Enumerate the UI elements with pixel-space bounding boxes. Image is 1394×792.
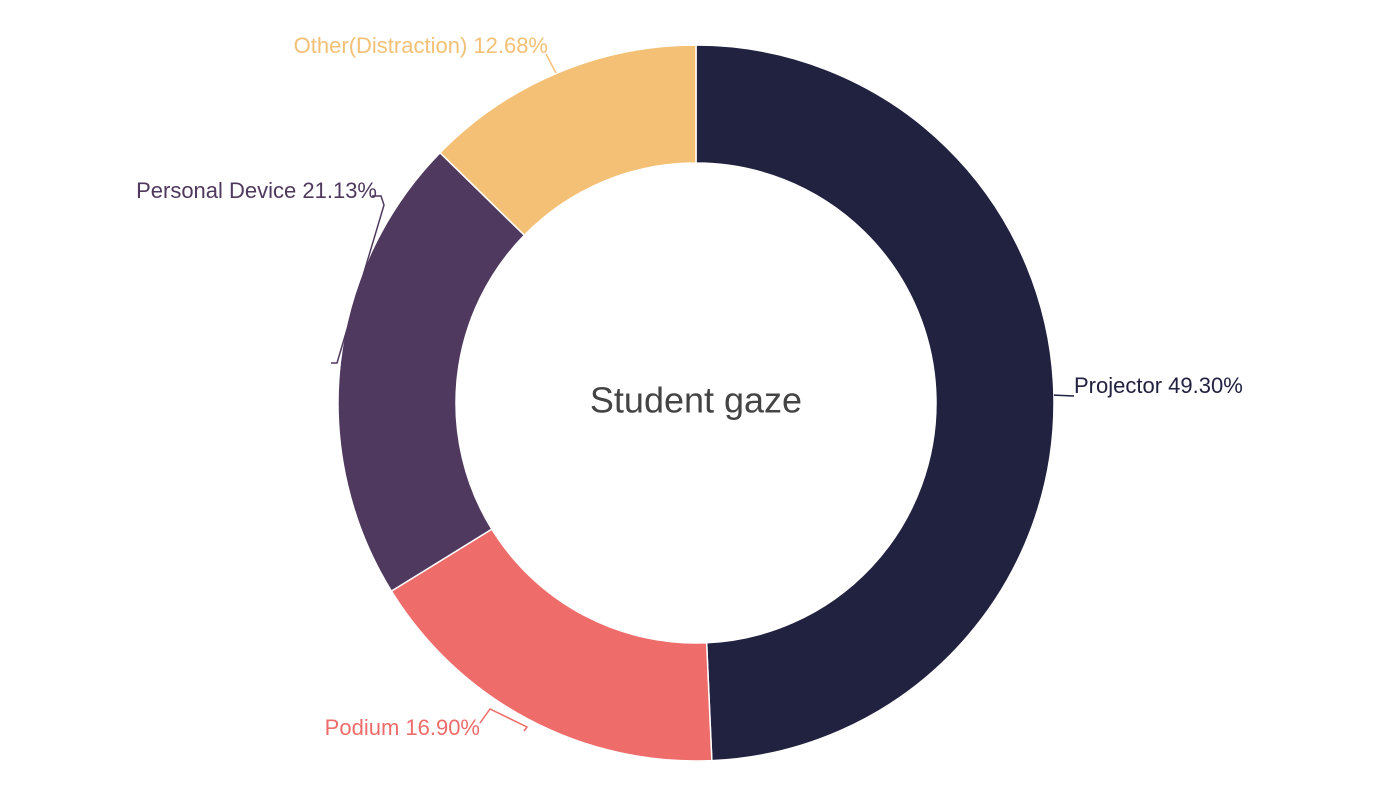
slice-label-3: Other(Distraction) 12.68% (294, 33, 548, 58)
labels-layer: Projector 49.30% Podium 16.90% Personal De… (136, 33, 1243, 740)
slice-0 (695, 44, 1055, 762)
slice-label-0: Projector 49.30% (1074, 373, 1243, 398)
chart-title: Student gaze (590, 380, 802, 421)
leaders-layer (331, 53, 1075, 732)
slice-1 (390, 528, 713, 762)
leader-line-0 (1053, 394, 1075, 397)
slice-label-1: Podium 16.90% (325, 715, 480, 740)
slice-3 (438, 44, 697, 237)
slices-layer (337, 44, 1055, 762)
leader-line-2 (331, 195, 385, 364)
leader-line-3 (545, 53, 557, 74)
leader-line-1 (479, 708, 529, 732)
slice-label-2: Personal Device 21.13% (136, 178, 377, 203)
slice-2 (337, 151, 526, 593)
